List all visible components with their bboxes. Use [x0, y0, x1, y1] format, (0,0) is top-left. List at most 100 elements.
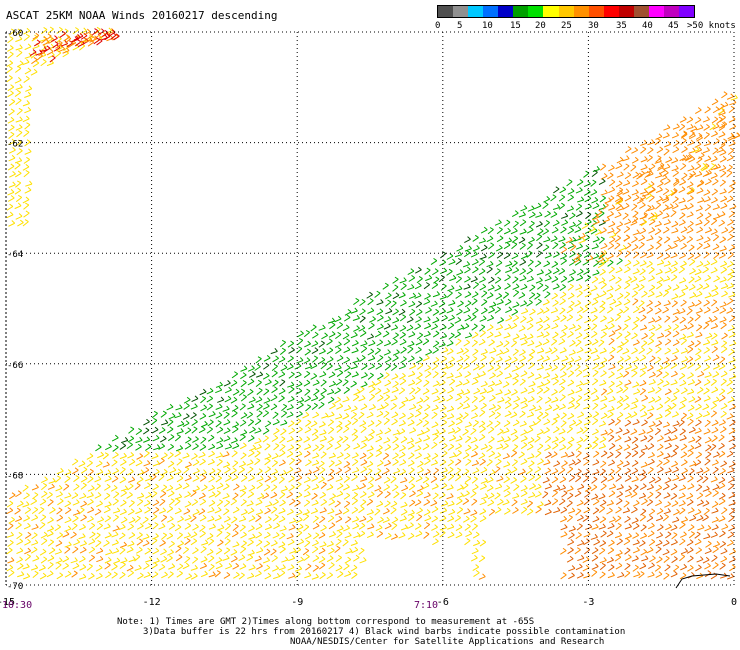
barb-flag — [649, 260, 653, 265]
barb-shaft — [359, 357, 366, 362]
wind-barb — [600, 357, 608, 364]
barb-shaft — [438, 276, 445, 283]
barb-flag — [428, 274, 433, 279]
barb-flag — [418, 378, 422, 382]
barb-flag — [562, 186, 567, 190]
wind-barb — [8, 138, 16, 146]
wind-barb — [414, 387, 421, 395]
wind-barb — [672, 146, 680, 154]
wind-barb — [409, 292, 417, 300]
wind-barb — [656, 210, 663, 218]
barb-shaft — [15, 126, 23, 131]
wind-barb — [654, 228, 662, 236]
barb-shaft — [638, 309, 646, 314]
wind-barb — [719, 356, 726, 364]
wind-barb — [519, 378, 526, 386]
barb-flag — [466, 261, 471, 265]
wind-barb — [583, 388, 591, 396]
barb-shaft — [470, 253, 478, 258]
barb-flag — [714, 116, 719, 120]
wind-barb — [664, 404, 672, 412]
barb-shaft — [446, 408, 454, 412]
barb-flag — [673, 300, 678, 304]
wind-barb — [406, 316, 414, 323]
wind-barb — [398, 292, 406, 299]
barb-shaft — [694, 342, 701, 348]
barb-flag — [571, 259, 576, 263]
barb-shaft — [369, 318, 376, 323]
barb-shaft — [15, 86, 23, 90]
barb-shaft — [489, 374, 496, 380]
barb-shaft — [672, 318, 679, 323]
barb-flag — [701, 197, 705, 201]
wind-barb — [343, 314, 351, 322]
wind-barb — [545, 269, 552, 276]
wind-barb — [424, 404, 431, 412]
barb-flag — [354, 363, 358, 368]
wind-barb — [377, 354, 384, 363]
wind-barb — [678, 186, 686, 194]
barb-shaft — [303, 359, 311, 364]
barb-flag — [674, 252, 678, 256]
barb-flag — [722, 410, 727, 414]
wind-barb — [551, 373, 559, 380]
barb-flag — [394, 276, 399, 280]
wind-barb — [704, 371, 712, 378]
barb-flag — [299, 357, 304, 361]
barb-flag — [331, 317, 336, 322]
wind-barb — [592, 293, 600, 300]
wind-barb — [614, 211, 622, 219]
barb-shaft — [560, 278, 568, 283]
wind-barb — [425, 274, 433, 282]
barb-flag — [555, 186, 560, 190]
barb-shaft — [479, 391, 487, 395]
barb-flag — [490, 260, 494, 265]
barb-flag — [321, 394, 325, 398]
barb-shaft — [326, 340, 333, 346]
barb-shaft — [494, 414, 501, 420]
barb-shaft — [272, 357, 279, 363]
barb-shaft — [639, 204, 646, 209]
wind-barb — [448, 332, 455, 340]
barb-flag — [715, 123, 720, 127]
wind-barb — [576, 268, 584, 276]
barb-shaft — [719, 152, 727, 156]
wind-barb — [543, 220, 550, 228]
barb-shaft — [425, 277, 432, 282]
barb-shaft — [575, 341, 582, 347]
barb-flag — [291, 347, 295, 351]
wind-barb — [352, 417, 359, 426]
barb-flag — [435, 308, 440, 313]
barb-flag — [728, 170, 733, 174]
barb-shaft — [710, 380, 717, 386]
wind-barb — [511, 308, 519, 316]
wind-barb — [710, 228, 718, 236]
barb-shaft — [729, 102, 737, 106]
barb-shaft — [703, 309, 711, 314]
barb-flag — [498, 219, 502, 223]
barb-flag — [426, 267, 431, 271]
barb-flag — [27, 67, 32, 71]
barb-shaft — [359, 317, 366, 323]
wind-barb — [494, 284, 502, 292]
wind-barb — [455, 380, 463, 388]
barb-flag — [554, 378, 559, 382]
barb-shaft — [574, 302, 581, 307]
barb-shaft — [704, 158, 712, 162]
barb-flag — [636, 268, 640, 272]
barb-shaft — [14, 189, 22, 195]
wind-barb — [17, 219, 24, 227]
barb-shaft — [399, 341, 407, 346]
barb-shaft — [478, 240, 486, 244]
barb-shaft — [695, 334, 703, 338]
barb-shaft — [486, 263, 494, 268]
barb-flag — [683, 324, 688, 329]
wind-barb — [543, 196, 551, 203]
barb-shaft — [568, 326, 576, 330]
wind-barb — [686, 227, 694, 234]
wind-barb — [16, 130, 23, 138]
barb-flag — [386, 394, 390, 398]
wind-barb — [638, 241, 645, 250]
barb-shaft — [662, 291, 669, 298]
barb-shaft — [303, 373, 311, 378]
